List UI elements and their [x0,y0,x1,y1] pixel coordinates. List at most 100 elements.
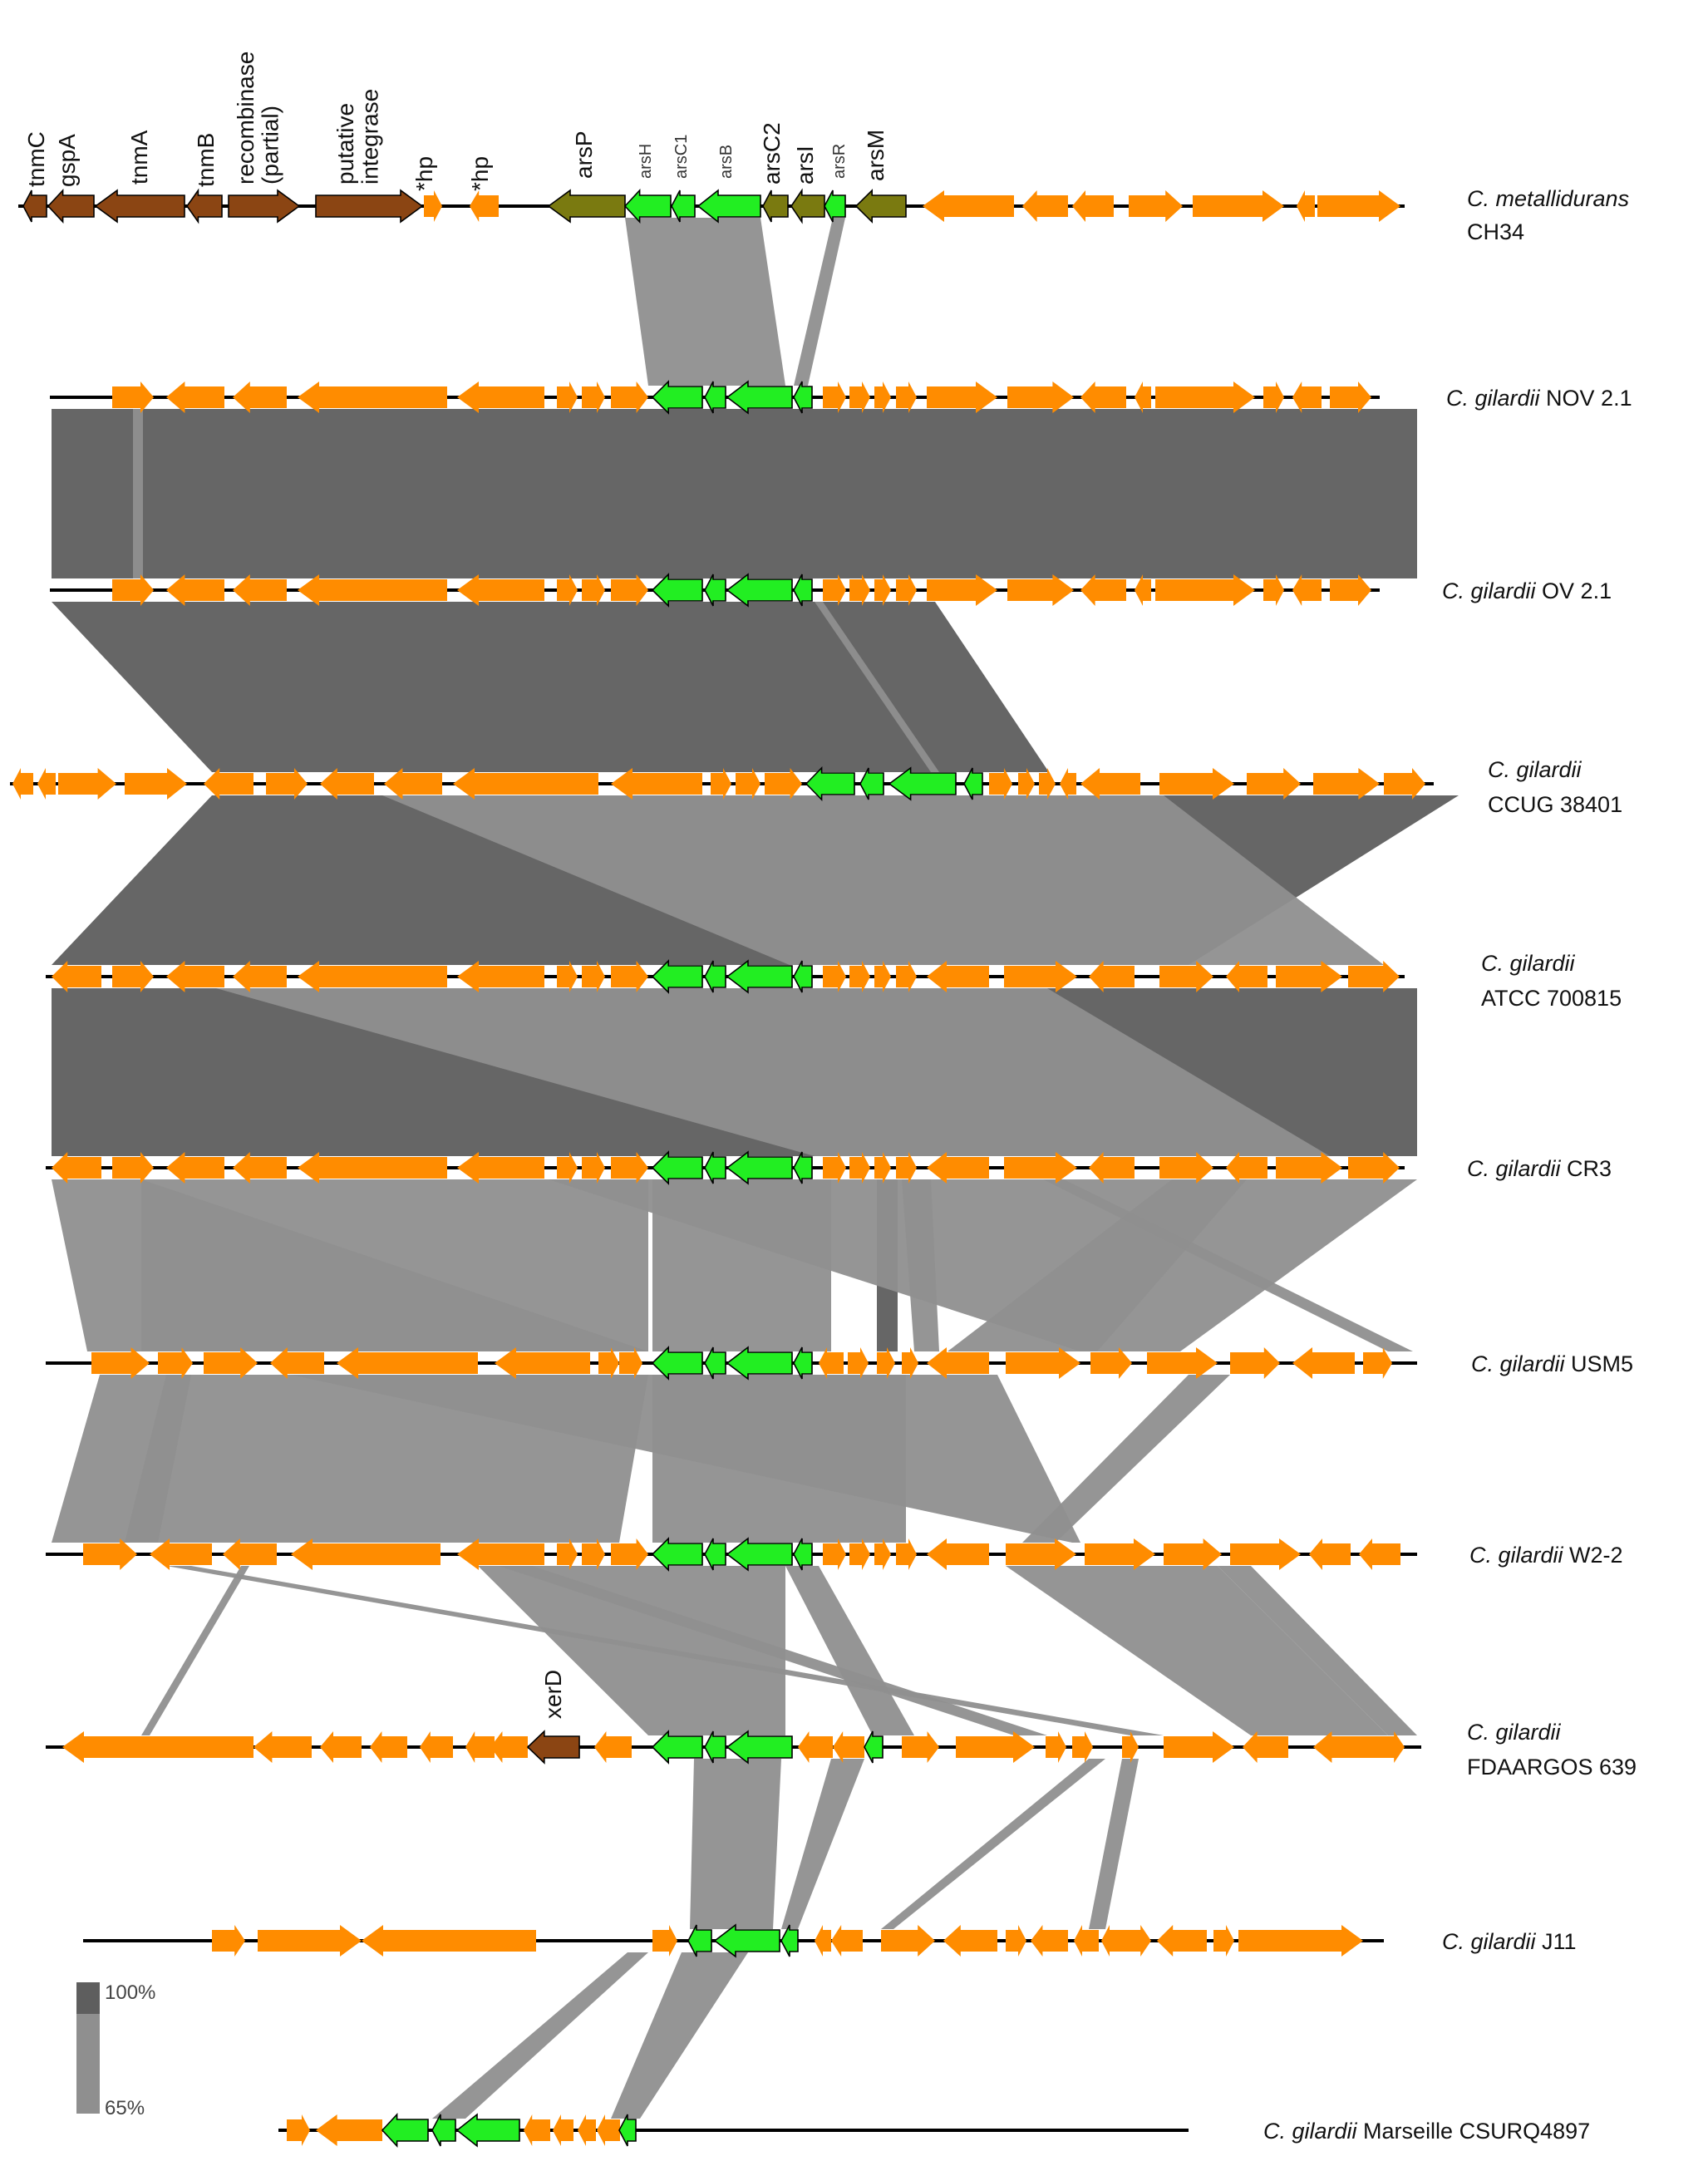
gene-arrow [557,1538,578,1570]
gene-arrow-ars [651,959,703,994]
gene-arrow-ars [963,767,983,800]
gene-arrow-ars [793,960,813,993]
gene-arrow [298,574,447,606]
gene-arrow [370,1731,407,1763]
gene-arrow [1359,1538,1400,1570]
gene-arrow [582,574,605,606]
gene-arrow [125,768,187,800]
gene-arrow-mobile [526,1730,580,1765]
gene-arrow [877,1347,895,1379]
strain-name: OV 2.1 [1536,578,1612,603]
gene-arrow [1313,1731,1371,1763]
gene-arrow [1164,1538,1222,1570]
gene-arrow-mobile [22,190,47,223]
gene-arrow [166,574,224,606]
gene-arrow [1006,1538,1076,1570]
synteny-link [1022,1375,1230,1543]
gene-arrow [166,1152,224,1184]
gene-arrow [91,1347,150,1379]
gene-arrow-mobile [47,188,95,224]
genome-label-atcc: C. gilardii [1481,951,1576,976]
gene-arrow [652,1925,677,1957]
gene-arrow [578,2114,596,2146]
strain-name: USM5 [1565,1351,1634,1376]
gene-arrow [1159,1152,1213,1184]
genome-track-atcc [46,959,1405,994]
gene-arrow-ars [824,190,846,223]
gene-arrow [881,1925,935,1957]
gene-arrow [52,1152,101,1184]
gene-arrow [582,1152,605,1184]
genome-track-ch34 [18,188,1405,224]
gene-arrow [266,768,308,800]
gene-arrow [597,2114,620,2146]
gene-arrow [1159,768,1234,800]
gene-arrow-ars [687,1924,712,1957]
gene-label-arsC1: arsC1 [672,135,691,179]
synteny-link [52,602,1049,772]
gene-arrow [819,1347,844,1379]
gene-arrow-mobile [315,189,424,224]
gene-arrow [233,381,287,413]
genome-track-usm5 [46,1346,1417,1381]
gene-arrow [582,961,605,992]
gene-arrow-ars [864,1730,884,1764]
gene-arrow [52,961,101,992]
gene-arrow-ars [431,2114,456,2147]
gene-arrow [927,1152,989,1184]
gene-arrow [823,1538,846,1570]
gene-arrow-ars [704,1346,726,1380]
gene-arrow-ars [651,380,703,415]
gene-arrow-ars [713,1923,780,1958]
gene-arrow [849,574,870,606]
synteny-link [625,218,785,386]
gene-arrow-ars [704,1538,726,1571]
gene-arrow [736,768,760,800]
species-name: C. gilardii [1467,1156,1562,1181]
gene-arrow [1006,1347,1080,1379]
gene-label-integrase: putativeintegrase [332,89,382,185]
synteny-link [1218,1566,1417,1735]
gene-arrow [223,1538,277,1570]
gene-arrow [902,1731,939,1763]
gene-arrow [1292,574,1322,606]
gene-arrow-ars [805,766,855,801]
gene-arrow [874,1538,891,1570]
species-name: C. gilardii [1488,757,1582,782]
gene-arrow [298,1152,447,1184]
gene-arrow [1155,574,1255,606]
synteny-link [611,1952,748,2119]
gene-arrow [298,961,447,992]
gene-arrow [849,1152,870,1184]
gene-arrow [896,1152,917,1184]
gene-arrow [1007,574,1074,606]
gene-arrow [1263,574,1284,606]
gene-arrow-mobile [94,189,185,224]
gene-arrow-ars [793,1346,813,1380]
gene-arrow-ars [704,381,726,414]
gene-arrow [1135,574,1151,606]
gene-arrow [989,768,1012,800]
synteny-link [785,1566,914,1735]
genome-label-cr3: C. gilardii CR3 [1467,1156,1612,1181]
gene-arrow [158,1347,193,1379]
gene-label-arsH: arsH [637,144,655,179]
gene-arrow [112,381,154,413]
gene-arrow-ars [793,1151,813,1184]
gene-arrow-ars [651,1346,703,1381]
gene-arrow [453,768,598,800]
gene-arrow [1384,768,1425,800]
synteny-link [166,1566,1164,1735]
species-name: C. gilardii [1446,386,1541,411]
gene-arrow [849,1538,870,1570]
gene-arrow [611,1538,648,1570]
gene-arrow-ars [859,767,884,800]
species-name: C. gilardii [1467,1720,1562,1745]
genome-track-ccug [10,766,1434,801]
gene-arrow [287,2114,310,2146]
genome-track-w22 [46,1537,1417,1572]
gene-arrow-ars [455,2113,520,2148]
gene-arrow-ars [704,1151,726,1184]
gene-arrow-ars [651,1150,703,1185]
